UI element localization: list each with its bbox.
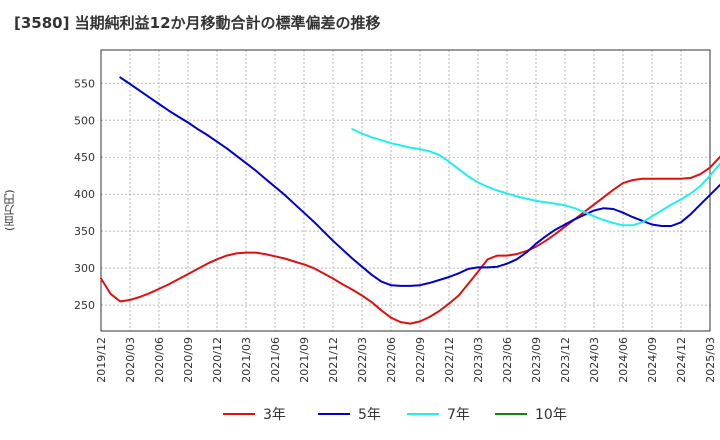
x-tick-label: 2023/06 (501, 337, 514, 383)
y-tick-label: 550 (74, 77, 95, 90)
x-tick-label: 2020/03 (124, 337, 137, 383)
x-tick-label: 2021/03 (240, 337, 253, 383)
x-tick-label: 2020/12 (211, 337, 224, 383)
series-line (351, 128, 720, 227)
legend-label: 7年 (447, 407, 470, 423)
series-line (119, 76, 720, 287)
x-tick-label: 2020/06 (153, 337, 166, 383)
y-tick-label: 500 (74, 114, 95, 127)
x-tick-label: 2020/09 (182, 337, 195, 383)
chart-title: [3580] 当期純利益12か月移動合計の標準偏差の推移 (14, 14, 381, 32)
x-tick-label: 2021/06 (269, 337, 282, 383)
legend-label: 10年 (535, 407, 567, 423)
y-tick-label: 300 (74, 262, 95, 275)
x-tick-label: 2021/09 (298, 337, 311, 383)
plot-area-frame (100, 49, 711, 332)
x-tick-label: 2024/09 (646, 337, 659, 383)
legend-label: 5年 (358, 407, 381, 423)
x-tick-label: 2025/03 (704, 337, 717, 383)
y-tick-label: 350 (74, 225, 95, 238)
y-tick-label: 400 (74, 188, 95, 201)
x-tick-label: 2023/12 (559, 337, 572, 383)
x-tick-label: 2022/09 (414, 337, 427, 383)
x-tick-label: 2024/06 (617, 337, 630, 383)
y-tick-label: 450 (74, 151, 95, 164)
x-tick-label: 2023/03 (472, 337, 485, 383)
x-tick-label: 2022/03 (356, 337, 369, 383)
x-tick-label: 2019/12 (95, 337, 108, 383)
x-tick-label: 2023/09 (530, 337, 543, 383)
series-line (100, 155, 720, 325)
x-tick-label: 2022/12 (443, 337, 456, 383)
x-tick-label: 2024/12 (675, 337, 688, 383)
y-tick-label: 250 (74, 299, 95, 312)
x-tick-label: 2024/03 (588, 337, 601, 383)
x-tick-label: 2022/06 (385, 337, 398, 383)
x-tick-label: 2021/12 (327, 337, 340, 383)
legend-label: 3年 (263, 407, 286, 423)
